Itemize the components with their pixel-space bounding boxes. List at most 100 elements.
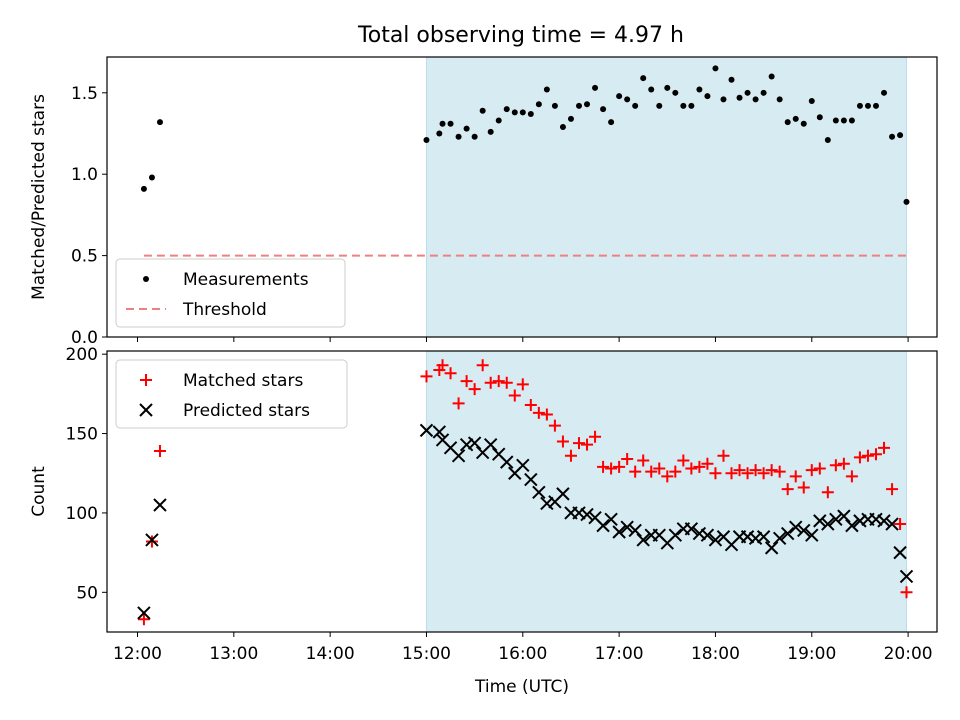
predicted-stars-point: [853, 514, 867, 528]
matched-stars-point: [789, 470, 802, 483]
measurement-point: [640, 75, 647, 82]
matched-stars-point: [733, 464, 746, 477]
measurement-point: [688, 102, 695, 109]
matched-stars-point: [709, 467, 722, 480]
matched-stars-point: [653, 462, 666, 475]
matched-stars-point: [500, 376, 513, 389]
bottom-panel-count: 50 100 150 200 Count 12:00 13:00 14:00 15:00 16:0…: [29, 345, 938, 697]
matched-stars-point: [757, 467, 770, 480]
measurement-point: [736, 94, 743, 101]
y-tick-label: 200: [66, 345, 98, 365]
measurement-point: [792, 115, 799, 122]
x-tick-label: 17:00: [595, 644, 644, 664]
predicted-stars-point: [893, 545, 907, 560]
matched-stars-point: [853, 451, 866, 464]
measurement-point: [816, 114, 823, 121]
predicted-stars-point: [877, 514, 891, 528]
measurement-point: [672, 89, 679, 96]
measurement-point: [848, 117, 855, 124]
matched-stars-point: [749, 464, 762, 477]
matched-stars-point: [137, 613, 150, 626]
matched-stars-point: [869, 448, 882, 461]
predicted-stars-point: [500, 455, 514, 469]
predicted-stars-point: [668, 528, 683, 542]
predicted-stars-point: [604, 512, 618, 526]
measurement-point: [527, 110, 534, 117]
measurement-point: [720, 96, 727, 103]
measurement-point: [768, 73, 775, 80]
matched-stars-point: [765, 464, 778, 477]
legend-label: Predicted stars: [183, 401, 310, 421]
x-tick-label: 20:00: [884, 644, 933, 664]
predicted-stars-point: [780, 526, 795, 541]
measurement-point: [897, 132, 904, 139]
measurement-point: [479, 107, 486, 114]
x-tick-label: 18:00: [691, 644, 740, 664]
predicted-stars-point: [869, 512, 883, 526]
x-tick-label: 14:00: [306, 644, 355, 664]
measurement-point: [664, 84, 671, 91]
matched-stars-point: [845, 470, 858, 483]
matched-stars-point: [805, 464, 818, 477]
measurement-point: [696, 86, 703, 93]
predicted-stars-point: [145, 533, 159, 547]
axes-frame: [106, 350, 938, 633]
matched-stars-point: [572, 437, 585, 450]
shaded-observing-span: [425, 350, 907, 633]
measurement-point: [784, 119, 791, 126]
measurement-point: [856, 102, 863, 109]
measurement-point: [760, 89, 767, 96]
measurement-point: [455, 133, 462, 140]
matched-stars-point: [153, 445, 166, 458]
predicted-stars-point: [764, 541, 779, 555]
matched-stars-point: [508, 389, 521, 402]
matched-stars-point: [669, 465, 682, 478]
series-matched-stars: [137, 359, 913, 626]
measurement-point: [471, 133, 478, 140]
measurement-point: [889, 133, 896, 140]
measurement-point: [824, 137, 831, 144]
x-axis-label: Time (UTC): [474, 677, 569, 697]
predicted-stars-point: [813, 514, 827, 528]
measurement-point: [776, 96, 783, 103]
matched-stars-point: [589, 430, 602, 443]
matched-stars-point: [436, 359, 449, 372]
legend-dot-marker: [143, 276, 149, 282]
predicted-stars-point: [153, 498, 167, 512]
measurement-point: [447, 120, 454, 127]
y-tick-label: 1.0: [71, 165, 98, 185]
matched-stars-point: [821, 486, 834, 499]
predicted-stars-point: [772, 531, 787, 546]
predicted-stars-point: [756, 530, 771, 544]
measurement-point: [648, 86, 655, 93]
matched-stars-point: [629, 465, 642, 478]
matched-stars-point: [444, 367, 457, 380]
matched-stars-point: [741, 467, 754, 480]
axes-frame: [106, 56, 938, 338]
predicted-stars-point: [572, 506, 586, 520]
measurement-point: [543, 86, 550, 93]
matched-stars-point: [773, 465, 786, 478]
measurement-point: [600, 106, 607, 113]
measurement-point: [439, 120, 446, 127]
measurement-point: [680, 102, 687, 109]
matched-stars-point: [797, 481, 810, 494]
matched-stars-point: [548, 419, 561, 432]
predicted-stars-point: [483, 437, 498, 452]
x-tick-label: 19:00: [787, 644, 836, 664]
matched-stars-point: [540, 408, 553, 421]
predicted-stars-point: [628, 523, 642, 538]
predicted-stars-point: [432, 425, 447, 439]
measurement-point: [881, 89, 888, 96]
predicted-stars-point: [740, 530, 755, 544]
measurement-point: [503, 106, 510, 113]
predicted-stars-point: [556, 487, 570, 501]
predicted-stars-point: [467, 436, 482, 450]
predicted-stars-point: [700, 528, 715, 542]
matched-stars-point: [837, 457, 850, 470]
measurement-point: [584, 101, 591, 108]
x-tick-label: 15:00: [402, 644, 451, 664]
matched-stars-point: [878, 441, 891, 454]
predicted-stars-point: [837, 509, 851, 523]
measurement-point: [495, 117, 502, 124]
